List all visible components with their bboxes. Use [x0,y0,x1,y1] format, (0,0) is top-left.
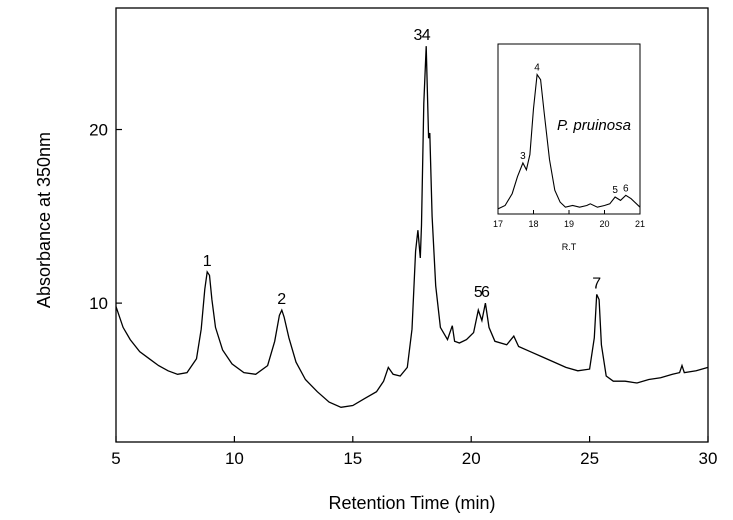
x-tick-label: 15 [343,449,362,468]
peak-label: 7 [592,275,601,292]
inset-x-axis-title: R.T [562,242,577,252]
peak-label: 5 [474,284,483,301]
x-tick-label: 30 [699,449,718,468]
y-tick-label: 20 [89,121,108,140]
inset-x-tick-label: 18 [528,219,538,229]
inset-axis-ticks: 17 18 19 20 21 [493,210,645,229]
x-tick-label: 10 [225,449,244,468]
x-axis-title: Retention Time (min) [328,493,495,513]
inset-x-tick-label: 19 [564,219,574,229]
peak-label: 2 [277,291,286,308]
peak-label: 4 [422,27,431,44]
inset-trace-line [497,73,641,210]
inset-peak-labels: 3 4 5 6 [520,63,629,196]
peak-label: 3 [413,27,422,44]
inset-x-tick-label: 17 [493,219,503,229]
inset-title: P. pruinosa [557,117,631,134]
inset-peak-label: 6 [623,183,629,194]
inset-peak-label: 4 [534,63,540,74]
inset-x-tick-label: 21 [635,219,645,229]
inset-x-tick-label: 20 [599,219,609,229]
main-trace-line [115,46,709,408]
inset-peak-label: 3 [520,151,526,162]
inset-peak-label: 5 [612,185,618,196]
x-tick-label: 25 [580,449,599,468]
peak-label: 1 [203,253,212,270]
x-tick-label: 5 [111,449,120,468]
x-tick-label: 20 [462,449,481,468]
y-tick-label: 10 [89,294,108,313]
main-plot-frame [115,7,709,443]
y-axis-title: Absorbance at 350nm [34,132,54,308]
peak-label: 6 [481,284,490,301]
